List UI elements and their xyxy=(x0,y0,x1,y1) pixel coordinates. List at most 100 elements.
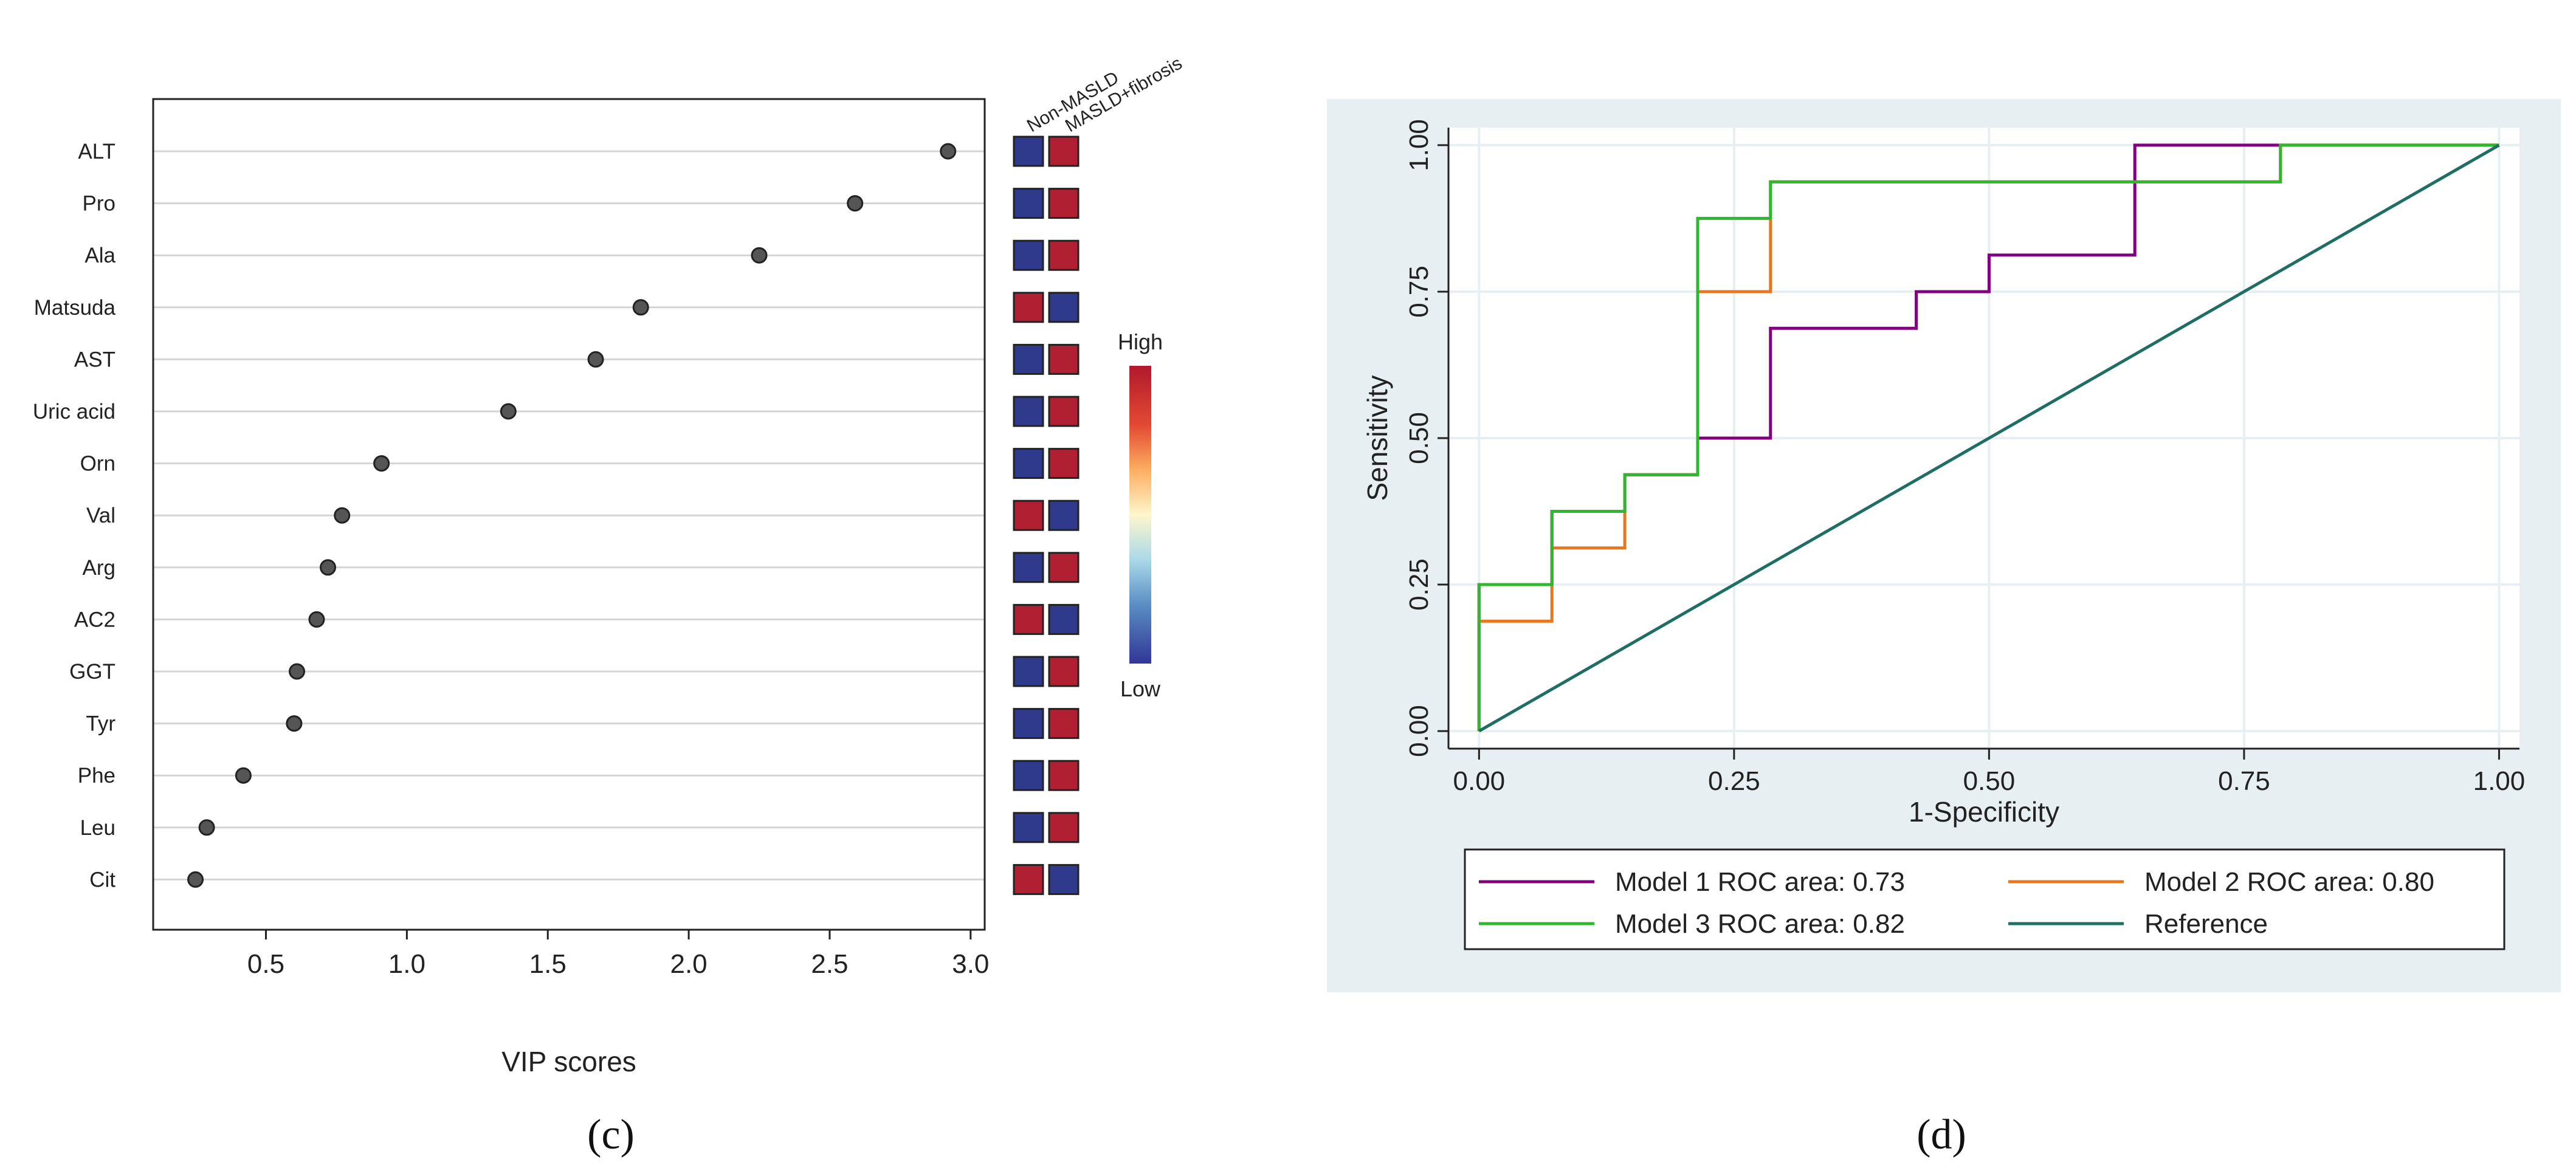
heatmap-cell xyxy=(1013,292,1044,323)
heatmap-cell xyxy=(1013,499,1044,531)
colorbar xyxy=(1129,366,1151,664)
vip-point xyxy=(286,715,303,732)
heatmap-cell xyxy=(1048,552,1080,583)
roc-y-axis: 0.00 0.25 0.50 0.75 1.00 xyxy=(1404,119,1448,757)
heatmap-cell xyxy=(1048,603,1080,635)
roc-y-tick-label: 1.00 xyxy=(1404,119,1434,171)
heatmap-cell xyxy=(1048,812,1080,843)
heatmap-cell xyxy=(1013,552,1044,583)
roc-curves xyxy=(1477,143,2500,733)
vip-panel: ALT Pro Ala Matsuda AST Uric acid Orn Val Arg AC2… xyxy=(33,53,1186,1158)
roc-legend xyxy=(1464,848,2505,950)
heatmap-cell xyxy=(1048,239,1080,271)
heatmap-cell xyxy=(1048,499,1080,531)
vip-x-tick-label: 1.5 xyxy=(529,949,567,979)
heatmap-cell xyxy=(1048,708,1080,740)
vip-feature-label: Orn xyxy=(80,452,115,476)
heatmap-cell xyxy=(1013,812,1044,843)
vip-gridlines xyxy=(153,150,985,880)
vip-feature-label: ALT xyxy=(78,140,115,163)
vip-plot-frame xyxy=(152,98,986,931)
vip-feature-label: Leu xyxy=(80,816,115,840)
vip-x-tick-label: 1.0 xyxy=(388,949,425,979)
vip-point xyxy=(198,819,215,836)
roc-y-tick-label: 0.25 xyxy=(1404,558,1434,611)
vip-feature-label: Phe xyxy=(78,764,115,788)
heatmap-cell xyxy=(1048,136,1080,167)
roc-panel: 0.00 0.25 0.50 0.75 1.00 0.00 0.25 0.50 0.75 1.0… xyxy=(1327,99,2561,1158)
heatmap-cell xyxy=(1013,239,1044,271)
vip-feature-label: Pro xyxy=(83,192,115,216)
heatmap-cell xyxy=(1013,656,1044,687)
roc-series-line-4 xyxy=(1478,143,2500,733)
heatmap-cell xyxy=(1048,292,1080,323)
vip-feature-label: AC2 xyxy=(74,608,115,631)
heatmap-cell xyxy=(1048,863,1080,895)
roc-y-tick-label: 0.75 xyxy=(1404,266,1434,318)
vip-point xyxy=(187,871,204,888)
heatmap-cell xyxy=(1013,343,1044,375)
vip-feature-label: Cit xyxy=(89,868,115,891)
heatmap-cell xyxy=(1048,760,1080,791)
heatmap-cell xyxy=(1013,603,1044,635)
roc-x-tick-label: 0.50 xyxy=(1963,766,2016,796)
roc-x-tick-label: 0.75 xyxy=(2218,766,2270,796)
vip-feature-label: Arg xyxy=(83,556,115,580)
roc-legend-items: Model 1 ROC area: 0.73 Model 2 ROC area: … xyxy=(1479,867,2434,939)
heatmap-cell xyxy=(1013,863,1044,895)
vip-x-axis-title: VIP scores xyxy=(501,1046,636,1077)
vip-point xyxy=(320,559,337,576)
colorbar-low-label: Low xyxy=(1120,676,1161,701)
vip-heatmap xyxy=(1013,136,1080,895)
heatmap-cell xyxy=(1013,188,1044,219)
roc-legend-label-3: Model 3 ROC area: 0.82 xyxy=(1615,909,1905,939)
vip-feature-label: Ala xyxy=(84,244,115,267)
vip-point xyxy=(632,299,649,316)
vip-feature-label: Uric acid xyxy=(33,400,115,424)
vip-feature-label: Val xyxy=(86,504,115,527)
heatmap-cell xyxy=(1048,188,1080,219)
vip-point xyxy=(289,663,306,680)
roc-series-line-3 xyxy=(1477,143,2499,732)
vip-point xyxy=(500,403,517,420)
heatmap-cell xyxy=(1048,343,1080,375)
roc-x-tick-label: 0.00 xyxy=(1453,766,1506,796)
roc-y-tick-label: 0.50 xyxy=(1404,412,1434,464)
vip-x-tick-label: 2.0 xyxy=(670,949,707,979)
roc-legend-label-1: Model 1 ROC area: 0.73 xyxy=(1615,867,1905,897)
heatmap-cell xyxy=(1013,760,1044,791)
colorbar-high-label: High xyxy=(1118,329,1163,354)
panel-label-d: (d) xyxy=(1917,1111,1966,1158)
roc-x-axis: 0.00 0.25 0.50 0.75 1.00 xyxy=(1453,749,2526,796)
heatmap-cell xyxy=(1013,708,1044,740)
roc-legend-label-2: Model 2 ROC area: 0.80 xyxy=(2144,867,2434,897)
vip-x-tick-label: 3.0 xyxy=(952,949,989,979)
roc-y-axis-title: Sensitivity xyxy=(1362,375,1393,501)
heatmap-cell xyxy=(1048,396,1080,427)
roc-x-axis-title: 1-Specificity xyxy=(1909,796,2059,828)
vip-feature-label: AST xyxy=(74,348,115,371)
vip-point xyxy=(847,195,864,212)
vip-point xyxy=(940,143,957,160)
vip-points xyxy=(187,143,957,888)
heatmap-cell xyxy=(1048,448,1080,479)
roc-x-tick-label: 1.00 xyxy=(2473,766,2526,796)
roc-y-tick-label: 0.00 xyxy=(1404,705,1434,757)
vip-point xyxy=(751,247,768,264)
vip-x-axis: 0.5 1.0 1.5 2.0 2.5 3.0 xyxy=(247,930,989,979)
heatmap-cell xyxy=(1048,656,1080,687)
vip-feature-label: GGT xyxy=(69,660,115,684)
heatmap-cell xyxy=(1013,136,1044,167)
vip-point xyxy=(334,507,351,524)
roc-legend-label-4: Reference xyxy=(2144,909,2268,939)
vip-x-tick-label: 0.5 xyxy=(247,949,284,979)
panel-label-c: (c) xyxy=(587,1111,635,1158)
heatmap-cell xyxy=(1013,448,1044,479)
vip-x-tick-label: 2.5 xyxy=(811,949,848,979)
vip-feature-label: Tyr xyxy=(86,712,115,736)
vip-point xyxy=(373,455,390,472)
roc-x-tick-label: 0.25 xyxy=(1708,766,1760,796)
vip-point xyxy=(235,767,252,784)
vip-feature-labels: ALT Pro Ala Matsuda AST Uric acid Orn Val Arg AC2… xyxy=(33,140,116,891)
